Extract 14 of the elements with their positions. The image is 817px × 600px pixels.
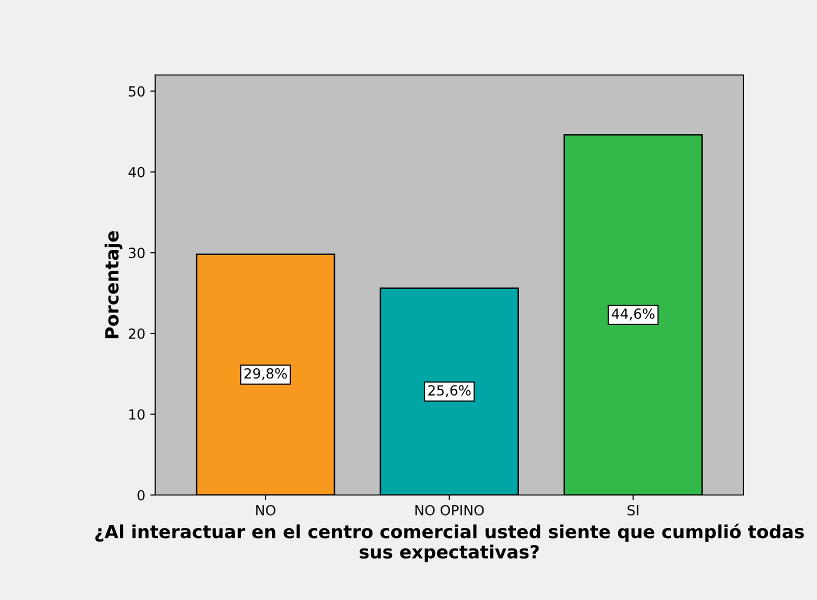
data-label: 25,6% bbox=[428, 385, 471, 398]
x-tick-label: NO bbox=[256, 504, 276, 516]
y-tick-label: 0 bbox=[138, 490, 145, 500]
y-axis-title: Porcentaje bbox=[104, 231, 122, 338]
y-tick-label: 20 bbox=[128, 328, 145, 339]
y-tick-label: 30 bbox=[128, 248, 145, 258]
x-tick-label: SI bbox=[628, 504, 638, 516]
data-label: 44,6% bbox=[612, 308, 654, 320]
y-tick-label: 10 bbox=[129, 409, 145, 420]
x-tick-label: NO OPINO bbox=[415, 504, 484, 516]
y-tick-label: 50 bbox=[128, 86, 145, 97]
data-label: 29,8% bbox=[244, 368, 287, 380]
y-tick-label: 40 bbox=[128, 166, 145, 178]
x-axis-title: ¿Al interactuar en el centro comercial usted siente que cumplió todas sus expectativas? bbox=[95, 524, 804, 562]
